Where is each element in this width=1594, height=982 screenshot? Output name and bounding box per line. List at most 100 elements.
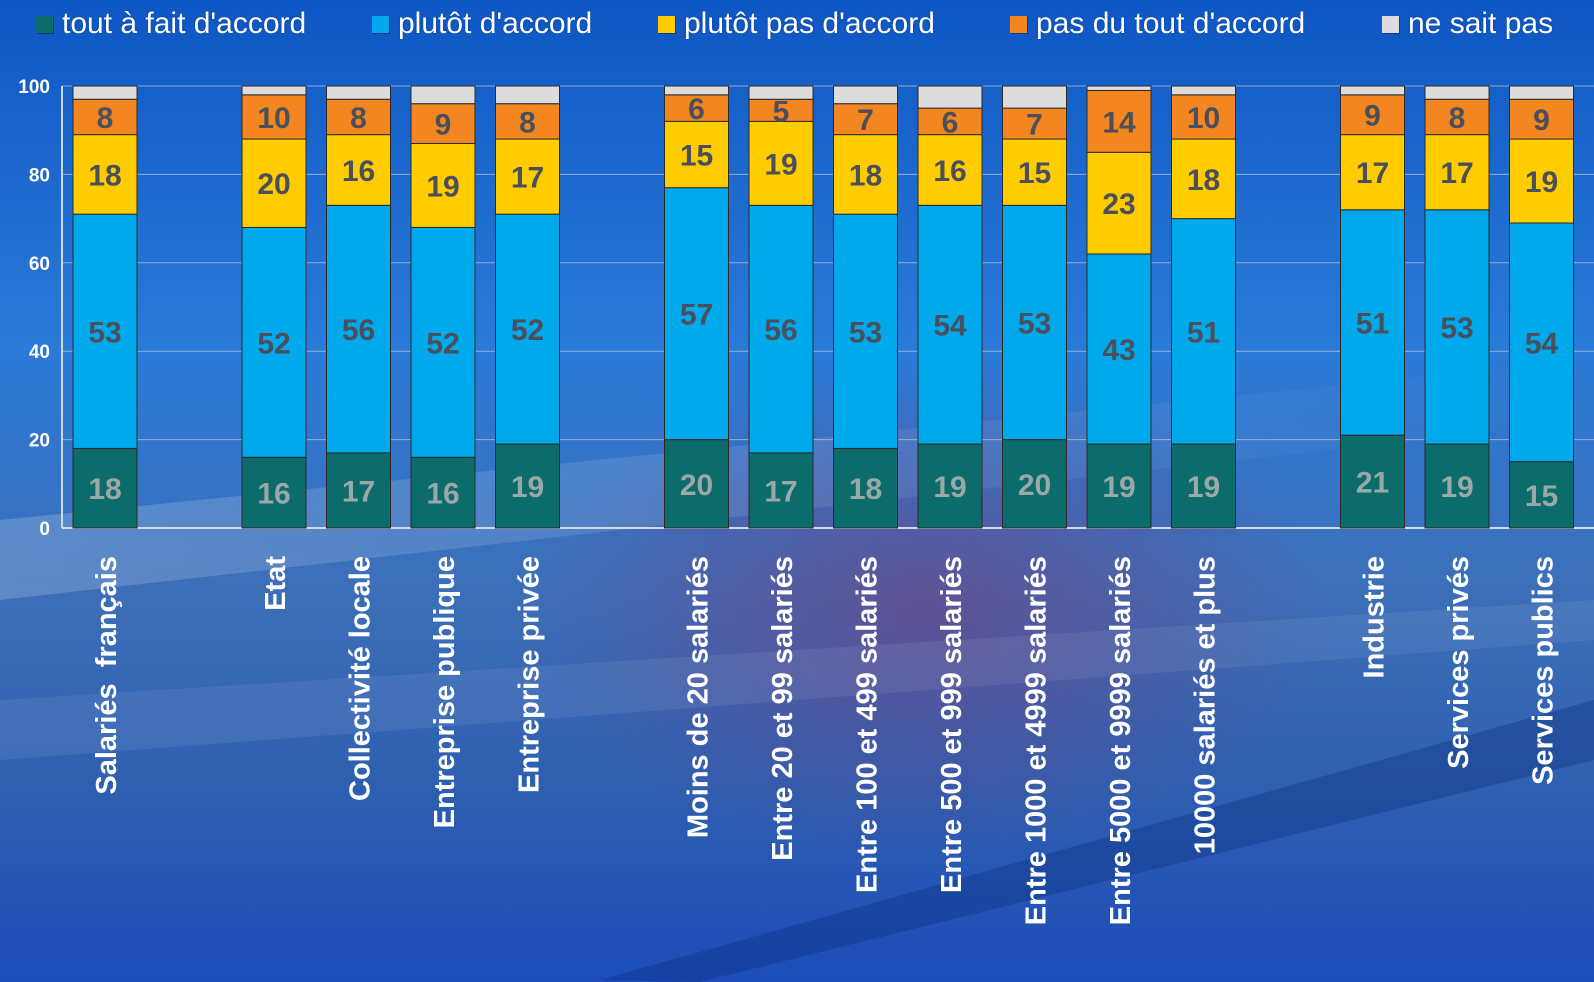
data-label: 18 [849, 159, 882, 192]
data-label: 15 [1525, 480, 1558, 513]
legend-swatch [1382, 15, 1399, 33]
y-tick-label: 60 [29, 254, 50, 275]
data-label: 9 [1533, 104, 1550, 137]
x-category-label: Industrie [1359, 556, 1391, 678]
data-label: 19 [1440, 471, 1473, 504]
bar-segment [495, 138, 560, 215]
data-label: 18 [88, 473, 121, 506]
legend-item-pas-du-tout: pas du tout d'accord [1010, 6, 1305, 42]
data-label: 20 [1018, 469, 1051, 502]
bar-segment [664, 187, 729, 441]
data-label: 17 [764, 475, 797, 508]
x-category-label: Entre 5000 et 9999 salariés [1105, 556, 1137, 925]
data-label: 17 [1440, 157, 1473, 190]
bar-segment [410, 142, 476, 228]
bar-segment [1424, 209, 1490, 445]
bar-segment [1509, 461, 1574, 529]
legend-item-plutot-pas: plutôt pas d'accord [658, 6, 935, 42]
bar-segment [1002, 138, 1067, 206]
bar-segment [72, 85, 138, 100]
bar-segment [833, 103, 898, 136]
bar-segment [495, 213, 560, 445]
legend-swatch [36, 15, 53, 33]
legend-swatch [658, 15, 675, 33]
x-category-label: Moins de 20 salariés [683, 556, 715, 838]
data-label: 10 [257, 102, 290, 135]
bar-segment [917, 85, 983, 109]
data-label: 5 [773, 95, 790, 128]
data-label: 43 [1102, 334, 1135, 367]
legend-label: plutôt d'accord [398, 7, 593, 40]
x-category-label: Entre 100 et 499 salariés [852, 556, 884, 893]
data-label: 19 [426, 170, 459, 203]
data-label: 10 [1187, 102, 1220, 135]
y-tick-label: 100 [18, 77, 50, 98]
bar-segment [664, 85, 729, 96]
data-label: 14 [1102, 106, 1136, 139]
legend-label: pas du tout d'accord [1036, 7, 1306, 40]
x-category-label: Entre 20 et 99 salariés [767, 556, 799, 861]
x-category-label: Entreprise privée [514, 556, 546, 793]
data-label: 19 [1102, 471, 1135, 504]
data-label: 8 [97, 102, 114, 135]
bar-segment [410, 226, 476, 458]
y-tick-label: 0 [39, 519, 50, 540]
data-label: 52 [426, 327, 459, 360]
bar-segment [495, 103, 560, 140]
bar-segment [326, 98, 391, 136]
x-category-label: Entre 500 et 999 salariés [936, 556, 968, 893]
x-category-label: Collectivité locale [345, 556, 377, 801]
bar-segment [1002, 107, 1067, 140]
bar-segment [1171, 85, 1236, 96]
x-category-label: Services privés [1443, 556, 1475, 769]
bar-segment [1340, 209, 1405, 436]
data-label: 53 [1440, 312, 1473, 345]
legend-item-ne-sait-pas: ne sait pas [1382, 6, 1553, 42]
bar-segment [833, 213, 898, 449]
bar-segment [326, 85, 391, 100]
legend-label: tout à fait d'accord [62, 7, 307, 40]
bar-segment [664, 439, 729, 529]
data-label: 20 [257, 168, 290, 201]
x-category-label: Etat [260, 556, 292, 611]
bar-segment [1171, 218, 1236, 445]
bar-segment [1086, 89, 1152, 153]
bar-segment [241, 85, 307, 96]
bar-segment [917, 204, 983, 445]
data-label: 7 [857, 104, 874, 137]
data-label: 53 [1018, 307, 1051, 340]
data-label: 54 [1525, 327, 1559, 360]
data-label: 16 [257, 478, 290, 511]
data-label: 21 [1356, 467, 1389, 500]
bar-segment [1509, 138, 1574, 224]
legend-label: plutôt pas d'accord [684, 7, 935, 40]
bar-segment [72, 447, 138, 529]
bar-segment [1424, 98, 1490, 136]
bar-segment [1340, 94, 1405, 136]
data-label: 53 [88, 316, 121, 349]
data-label: 8 [350, 102, 367, 135]
data-label: 16 [342, 155, 375, 188]
data-label: 57 [680, 299, 713, 332]
bar-segment [1340, 134, 1405, 211]
bar-segment [241, 226, 307, 458]
bar-segment [410, 85, 476, 105]
data-label: 19 [1187, 471, 1220, 504]
y-tick-label: 40 [29, 342, 50, 363]
data-label: 53 [849, 316, 882, 349]
bar-segment [1424, 85, 1490, 100]
y-tick-label: 20 [29, 431, 50, 452]
bar-segment [495, 443, 560, 529]
bar-segment [917, 443, 983, 529]
bar-segment [72, 134, 138, 215]
bar-segment [1086, 253, 1152, 445]
data-label: 23 [1102, 188, 1135, 221]
bar-segment [326, 204, 391, 454]
bar-segment [1086, 85, 1152, 91]
bar-segment [1340, 85, 1405, 96]
data-label: 19 [764, 148, 797, 181]
bar-segment [241, 138, 307, 228]
data-label: 16 [426, 478, 459, 511]
data-label: 16 [933, 155, 966, 188]
